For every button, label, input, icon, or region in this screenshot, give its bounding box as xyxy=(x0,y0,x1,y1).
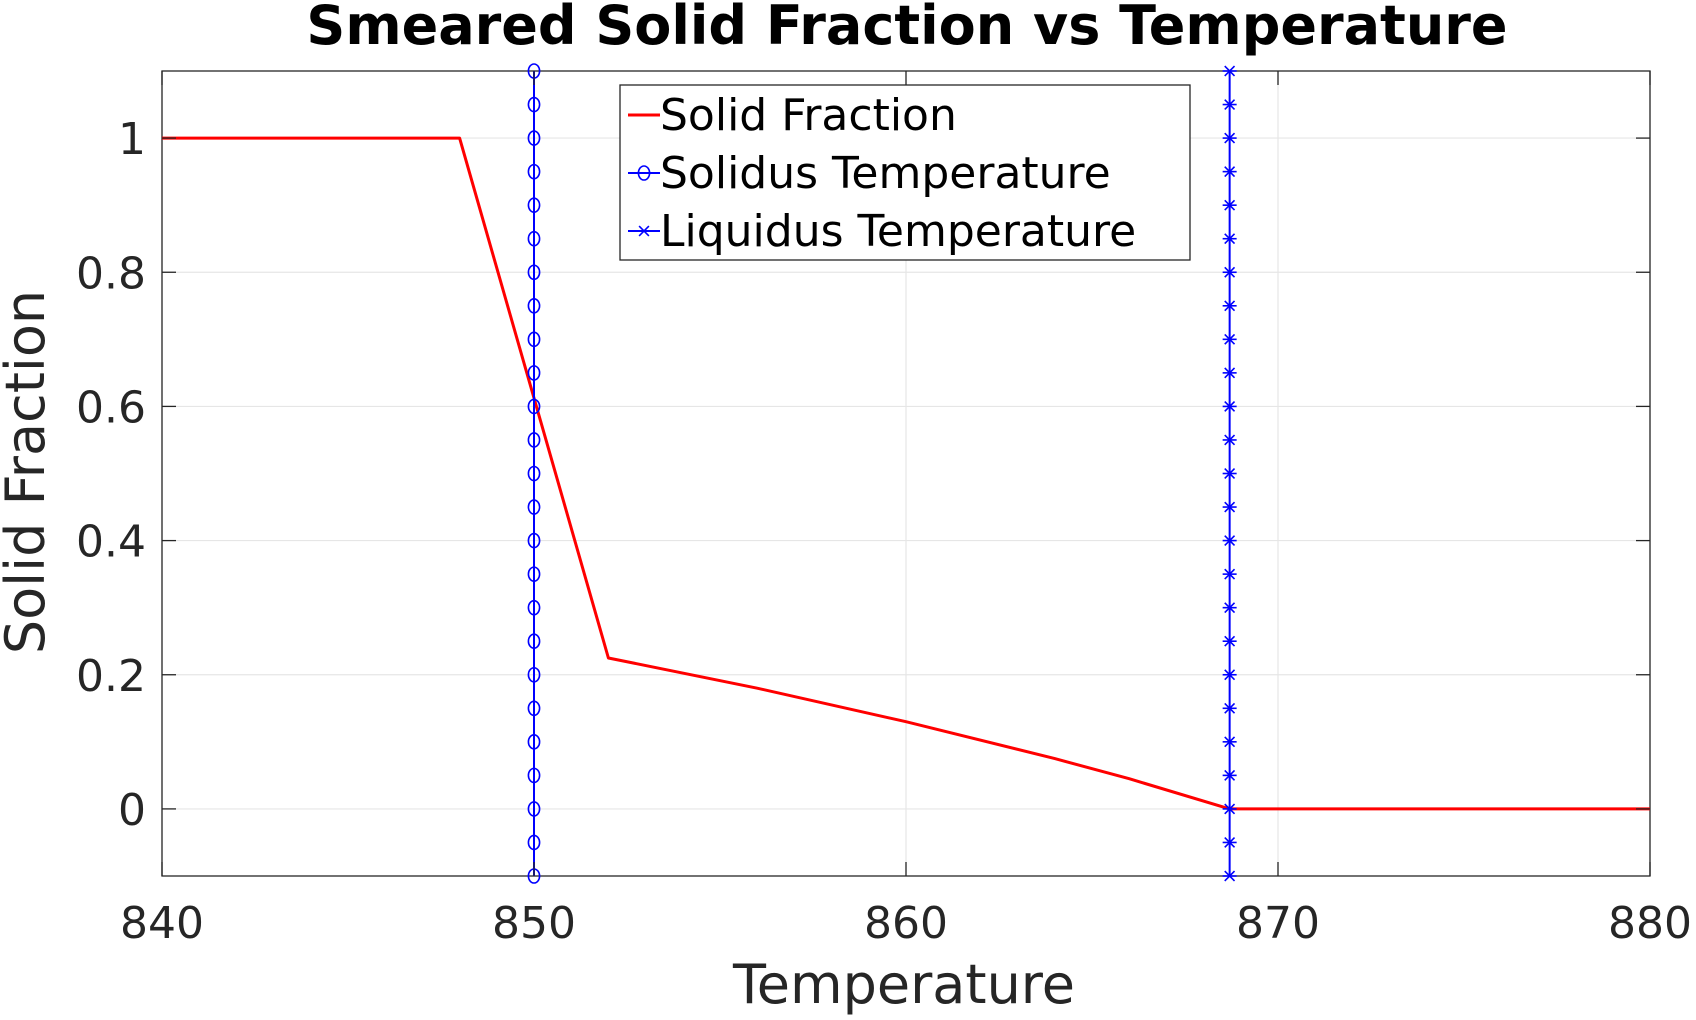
asterisk-marker xyxy=(1222,769,1237,781)
asterisk-marker xyxy=(1222,702,1237,714)
asterisk-marker xyxy=(1222,602,1237,614)
circle-marker xyxy=(637,165,651,181)
circle-marker xyxy=(527,331,541,348)
x-tick-label: 870 xyxy=(1236,898,1320,949)
asterisk-marker xyxy=(1222,434,1237,446)
legend-entry: Liquidus Temperature xyxy=(628,206,1136,257)
legend-entry: Solidus Temperature xyxy=(628,148,1111,199)
asterisk-marker xyxy=(1222,132,1237,144)
x-tick-label: 880 xyxy=(1608,898,1692,949)
asterisk-marker xyxy=(1222,99,1237,111)
asterisk-marker xyxy=(1222,803,1237,815)
asterisk-marker xyxy=(1222,870,1237,882)
x-tick-label: 860 xyxy=(864,898,948,949)
asterisk-marker xyxy=(1222,669,1237,681)
y-axis-label: Solid Fraction xyxy=(0,290,57,654)
x-axis-ticks: 840 850 860 870 880 xyxy=(120,71,1692,949)
chart-title: Smeared Solid Fraction vs Temperature xyxy=(306,0,1507,57)
asterisk-marker xyxy=(1222,568,1237,580)
circle-marker xyxy=(527,834,541,851)
asterisk-marker xyxy=(1222,635,1237,647)
circle-marker xyxy=(527,130,541,146)
x-axis-label: Temperature xyxy=(732,953,1075,1016)
y-axis-ticks: 0 0.2 0.4 0.6 0.8 1 xyxy=(76,114,1650,836)
circle-marker xyxy=(527,532,541,549)
circle-marker xyxy=(527,297,541,314)
circle-marker xyxy=(527,197,541,213)
circle-marker xyxy=(527,599,541,616)
circle-marker xyxy=(527,96,541,113)
circle-marker xyxy=(527,566,541,582)
asterisk-marker xyxy=(1222,736,1237,748)
circle-marker xyxy=(527,432,541,448)
asterisk-marker xyxy=(1222,65,1237,77)
circle-marker xyxy=(527,734,541,750)
asterisk-marker xyxy=(1222,535,1237,547)
solid-fraction-line xyxy=(162,136,1650,811)
circle-marker xyxy=(527,801,541,817)
legend-box xyxy=(619,84,1191,261)
circle-marker xyxy=(527,163,541,180)
series-layer xyxy=(162,63,1650,884)
circle-marker xyxy=(527,465,541,482)
circle-marker xyxy=(527,767,541,784)
circle-marker xyxy=(527,230,541,247)
liquidus-line xyxy=(1222,65,1237,882)
asterisk-marker xyxy=(1222,400,1237,412)
x-tick-label: 850 xyxy=(492,898,576,949)
circle-marker xyxy=(527,365,541,381)
asterisk-marker xyxy=(1222,233,1237,245)
legend-entry: Solid Fraction xyxy=(628,90,957,141)
legend: Solid Fraction Solidus Temperature Liquidu… xyxy=(619,84,1191,261)
asterisk-marker xyxy=(1222,836,1237,848)
circle-marker xyxy=(527,398,541,415)
asterisk-marker xyxy=(1222,266,1237,278)
asterisk-marker xyxy=(1222,501,1237,513)
legend-label: Solidus Temperature xyxy=(660,148,1111,199)
legend-label: Liquidus Temperature xyxy=(660,206,1136,257)
y-tick-label: 0.2 xyxy=(76,651,146,702)
solidus-line xyxy=(527,63,541,884)
asterisk-marker xyxy=(1222,166,1237,178)
y-tick-label: 1 xyxy=(118,114,146,165)
circle-marker xyxy=(527,633,541,650)
asterisk-marker xyxy=(637,225,651,237)
y-tick-label: 0.6 xyxy=(76,382,146,433)
circle-marker xyxy=(527,264,541,281)
circle-marker xyxy=(527,666,541,683)
asterisk-marker xyxy=(1222,367,1237,379)
asterisk-marker xyxy=(1222,468,1237,479)
legend-label: Solid Fraction xyxy=(660,90,957,141)
y-tick-label: 0.8 xyxy=(76,248,146,299)
asterisk-marker xyxy=(1222,300,1237,312)
x-tick-label: 840 xyxy=(120,898,204,949)
asterisk-marker xyxy=(1222,333,1237,345)
y-tick-label: 0 xyxy=(118,785,146,836)
circle-marker xyxy=(527,700,541,717)
circle-marker xyxy=(527,499,541,515)
asterisk-marker xyxy=(1222,199,1237,211)
y-tick-label: 0.4 xyxy=(76,517,146,568)
